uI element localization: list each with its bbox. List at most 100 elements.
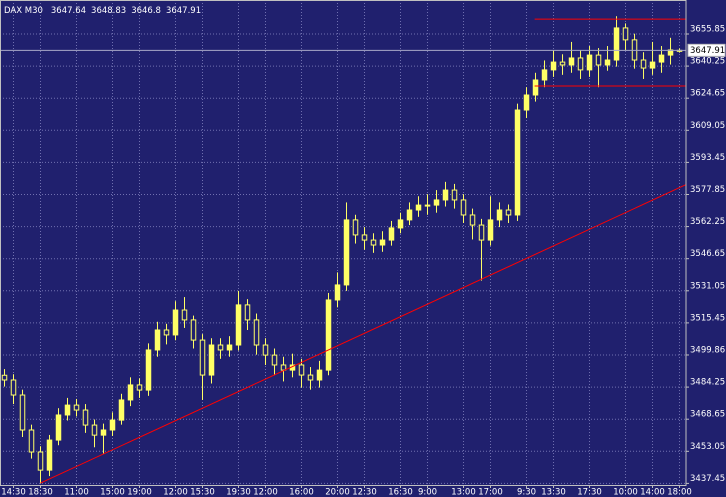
- candle-body: [226, 344, 233, 351]
- candle-body: [127, 384, 134, 401]
- candle-body: [199, 339, 206, 376]
- candle-body: [100, 429, 107, 436]
- candle-body: [64, 404, 71, 416]
- candle-body: [217, 344, 224, 351]
- candle-body: [1, 374, 8, 381]
- candle-body: [316, 369, 323, 381]
- candle-body: [19, 394, 26, 431]
- y-tick-label: 3468.65: [690, 410, 725, 420]
- header-open: 3647.64: [51, 6, 86, 16]
- symbol: DAX M30: [4, 6, 43, 16]
- candle-body: [181, 309, 188, 321]
- price-label: 3647.91: [690, 46, 725, 56]
- candle-body: [10, 379, 17, 396]
- candle-body: [622, 27, 629, 41]
- candle-body: [469, 214, 476, 226]
- x-tick-label: 14:30: [1, 488, 26, 497]
- candle-body: [397, 219, 404, 229]
- y-tick-label: 3624.65: [690, 89, 725, 99]
- x-tick-label: 9:30: [517, 488, 536, 497]
- candle-body: [118, 399, 125, 421]
- candle-body: [424, 204, 431, 207]
- candle-body: [586, 54, 593, 71]
- plot-border: [0, 0, 687, 486]
- candle-body: [550, 61, 557, 71]
- candle-body: [649, 61, 656, 69]
- candle-body: [604, 59, 611, 66]
- candle-body: [595, 54, 602, 66]
- candle-body: [541, 69, 548, 81]
- candle-body: [163, 329, 170, 336]
- plot-area: [0, 16, 686, 484]
- candle-body: [208, 344, 215, 376]
- candle-body: [406, 209, 413, 221]
- candle-body: [568, 57, 575, 66]
- y-tick-label: 3640.25: [690, 57, 725, 67]
- candle-body: [505, 209, 512, 216]
- x-tick-label: 13:00: [451, 488, 476, 497]
- axes: 3437.45 3453.05 3468.65 3484.25 3499.86 3515.…: [1, 24, 726, 497]
- x-tick-label: 15:30: [190, 488, 215, 497]
- x-tick-label: 12:30: [352, 488, 377, 497]
- candle-body: [640, 59, 647, 69]
- candle-body: [460, 199, 467, 216]
- candle-body: [190, 319, 197, 341]
- x-tick-label: 12:00: [253, 488, 278, 497]
- y-tick-label: 3609.05: [690, 121, 725, 131]
- candle-body: [271, 354, 278, 366]
- x-tick-label: 17:30: [577, 488, 602, 497]
- y-tick-label: 3453.05: [690, 442, 725, 452]
- y-tick-label: 3531.05: [690, 281, 725, 291]
- price-label-box: [687, 43, 726, 57]
- y-tick-label: 3577.85: [690, 185, 725, 195]
- candle-body: [433, 199, 440, 206]
- candle-body: [325, 299, 332, 371]
- candle-body: [658, 54, 665, 63]
- x-tick-label: 18:30: [28, 488, 53, 497]
- candle-body: [532, 79, 539, 96]
- x-tick-label: 9:00: [418, 488, 437, 497]
- y-tick-label: 3437.45: [690, 474, 725, 484]
- candle-body: [415, 204, 422, 211]
- y-tick-label: 3593.45: [690, 153, 725, 163]
- x-tick-label: 12:00: [163, 488, 188, 497]
- candle-body: [370, 239, 377, 246]
- candle-body: [442, 189, 449, 201]
- x-tick-label: 16:30: [388, 488, 413, 497]
- candle-body: [343, 219, 350, 286]
- x-tick-label: 19:30: [226, 488, 251, 497]
- x-tick-label: 14:00: [640, 488, 665, 497]
- candle-body: [172, 309, 179, 336]
- candle-body: [307, 374, 314, 381]
- candle-body: [262, 344, 269, 356]
- candle-body: [253, 319, 260, 346]
- candle-body: [46, 439, 53, 471]
- candle-body: [244, 304, 251, 321]
- candle-body: [559, 61, 566, 66]
- x-tick-label: 19:00: [127, 488, 152, 497]
- candle-body: [55, 414, 62, 441]
- x-tick-label: 20:00: [325, 488, 350, 497]
- candle-body: [91, 424, 98, 436]
- candle-body: [73, 404, 80, 411]
- candle-body: [82, 409, 89, 426]
- candle-body: [154, 329, 161, 351]
- header-close: 3647.91: [166, 6, 201, 16]
- candle-body: [478, 224, 485, 241]
- header-high: 3648.83: [91, 6, 126, 16]
- candle-body: [109, 419, 116, 431]
- candle-body: [280, 364, 287, 371]
- x-tick-label: 17:00: [478, 488, 503, 497]
- y-tick-label: 3515.45: [690, 313, 725, 323]
- candle-body: [352, 219, 359, 236]
- x-tick-label: 16:00: [289, 488, 314, 497]
- x-tick-label: 13:30: [541, 488, 566, 497]
- candle-body: [28, 429, 35, 453]
- y-tick-label: 3562.25: [690, 217, 725, 227]
- candle-body: [334, 284, 341, 301]
- chart-header: DAX M30 3647.64 3648.83 3646.8 3647.91: [4, 6, 201, 16]
- candle-body: [388, 227, 395, 241]
- grid: [0, 0, 686, 485]
